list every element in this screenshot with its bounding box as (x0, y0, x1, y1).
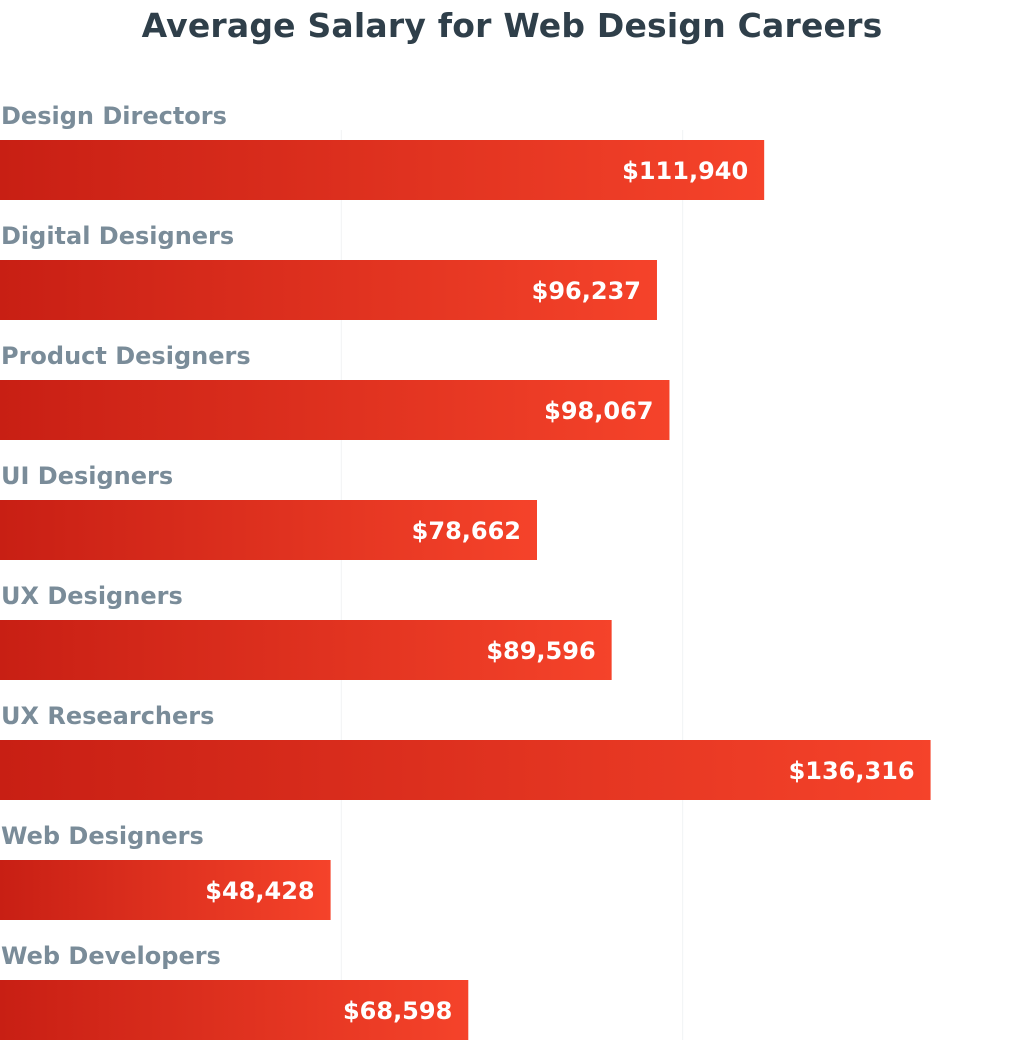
category-label: Design Directors (1, 102, 227, 130)
bar (0, 860, 331, 920)
category-label: UX Researchers (1, 702, 214, 730)
value-label: $96,237 (532, 277, 641, 305)
category-label: UX Designers (1, 582, 183, 610)
bar (0, 620, 612, 680)
bar (0, 140, 765, 200)
category-label: Digital Designers (1, 222, 234, 250)
bar (0, 740, 931, 800)
category-label: Product Designers (1, 342, 251, 370)
category-label: Web Designers (1, 822, 204, 850)
category-label: Web Developers (1, 942, 221, 970)
value-label: $68,598 (343, 997, 452, 1025)
value-label: $136,316 (789, 757, 915, 785)
value-label: $78,662 (412, 517, 521, 545)
value-label: $89,596 (486, 637, 595, 665)
chart-title: Average Salary for Web Design Careers (141, 6, 883, 45)
value-label: $48,428 (205, 877, 314, 905)
category-label: UI Designers (1, 462, 173, 490)
value-label: $98,067 (544, 397, 653, 425)
bar (0, 380, 670, 440)
bars: Design Directors $111,940 Digital Designer… (0, 102, 931, 1040)
bar (0, 500, 537, 560)
value-label: $111,940 (622, 157, 748, 185)
bar (0, 260, 657, 320)
bar (0, 980, 469, 1040)
